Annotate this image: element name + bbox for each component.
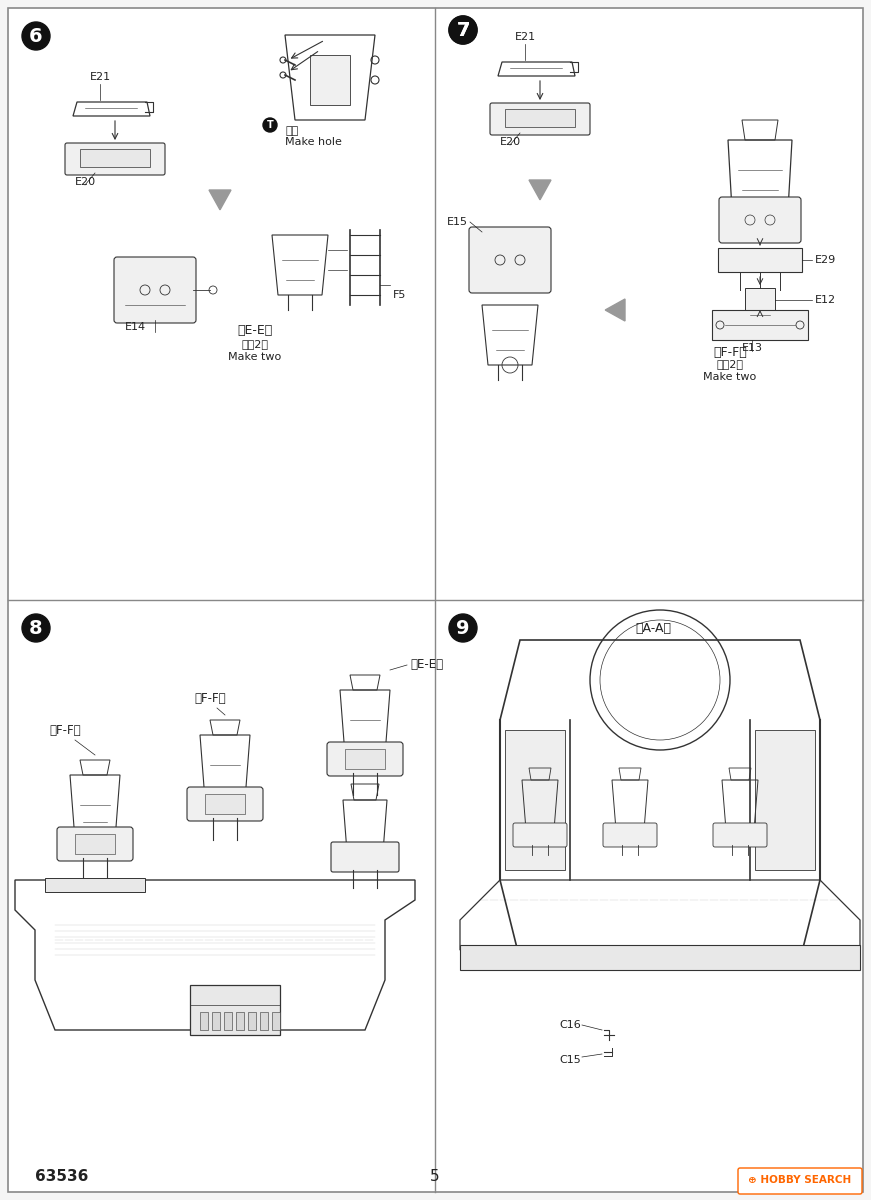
FancyBboxPatch shape [8, 8, 863, 1192]
FancyBboxPatch shape [719, 197, 801, 242]
Text: 《F-F》: 《F-F》 [49, 724, 81, 737]
Bar [260, 1012, 268, 1030]
FancyBboxPatch shape [460, 946, 860, 970]
FancyBboxPatch shape [57, 827, 133, 862]
FancyBboxPatch shape [327, 742, 403, 776]
Text: 《F-F》: 《F-F》 [713, 346, 746, 359]
Text: E21: E21 [515, 32, 536, 42]
Text: 《A-A》: 《A-A》 [635, 622, 671, 635]
Text: 7: 7 [456, 20, 469, 40]
Text: 《F-F》: 《F-F》 [194, 691, 226, 704]
Circle shape [22, 22, 50, 50]
Text: T: T [267, 120, 273, 130]
Text: E29: E29 [815, 254, 836, 265]
Circle shape [22, 614, 50, 642]
Bar [272, 1012, 280, 1030]
FancyBboxPatch shape [310, 55, 350, 104]
Bar [224, 1012, 232, 1030]
Text: Make hole: Make hole [285, 137, 342, 146]
Text: 7: 7 [456, 20, 469, 40]
FancyBboxPatch shape [190, 985, 280, 1034]
FancyBboxPatch shape [469, 227, 551, 293]
Text: 9: 9 [456, 618, 469, 637]
Text: E21: E21 [90, 72, 111, 82]
Text: C16: C16 [559, 1020, 581, 1030]
FancyBboxPatch shape [603, 823, 657, 847]
Text: 63536: 63536 [35, 1169, 88, 1184]
Text: C15: C15 [559, 1055, 581, 1066]
FancyBboxPatch shape [65, 143, 165, 175]
FancyBboxPatch shape [513, 823, 567, 847]
Text: 钻孔: 钻孔 [285, 126, 298, 136]
Text: E13: E13 [741, 343, 762, 353]
Text: E14: E14 [125, 322, 145, 332]
FancyBboxPatch shape [187, 787, 263, 821]
Bar [80, 149, 150, 167]
Polygon shape [605, 299, 625, 320]
Text: E20: E20 [499, 137, 521, 146]
Polygon shape [209, 190, 231, 210]
Text: 《E-E》: 《E-E》 [410, 659, 443, 672]
FancyBboxPatch shape [738, 1168, 862, 1194]
Bar [505, 730, 565, 870]
Polygon shape [529, 180, 551, 199]
Bar [505, 109, 575, 127]
FancyBboxPatch shape [114, 257, 196, 323]
Bar [205, 794, 245, 814]
Bar [200, 1012, 208, 1030]
Text: 8: 8 [30, 618, 43, 637]
Text: Make two: Make two [704, 372, 757, 382]
Bar [712, 310, 808, 340]
Text: 5: 5 [430, 1169, 440, 1184]
Text: 制作2组: 制作2组 [717, 359, 744, 370]
Circle shape [449, 16, 477, 44]
Bar [248, 1012, 256, 1030]
Bar [236, 1012, 244, 1030]
FancyBboxPatch shape [490, 103, 590, 134]
Bar [212, 1012, 220, 1030]
FancyBboxPatch shape [331, 842, 399, 872]
Text: 《E-E》: 《E-E》 [238, 324, 273, 336]
Text: ⊕ HOBBY SEARCH: ⊕ HOBBY SEARCH [748, 1175, 852, 1186]
Text: F5: F5 [393, 290, 407, 300]
Text: 制作2组: 制作2组 [241, 338, 268, 349]
Bar [345, 749, 385, 769]
Circle shape [449, 16, 477, 44]
Bar [718, 248, 802, 272]
Circle shape [263, 118, 277, 132]
Text: 6: 6 [30, 26, 43, 46]
Bar [45, 878, 145, 892]
Bar [755, 730, 815, 870]
Text: E15: E15 [447, 217, 468, 227]
Text: E12: E12 [815, 295, 836, 305]
Text: Make two: Make two [228, 352, 281, 362]
FancyBboxPatch shape [713, 823, 767, 847]
Text: E20: E20 [74, 176, 96, 187]
Bar [75, 834, 115, 854]
Circle shape [449, 614, 477, 642]
Bar [745, 288, 775, 312]
